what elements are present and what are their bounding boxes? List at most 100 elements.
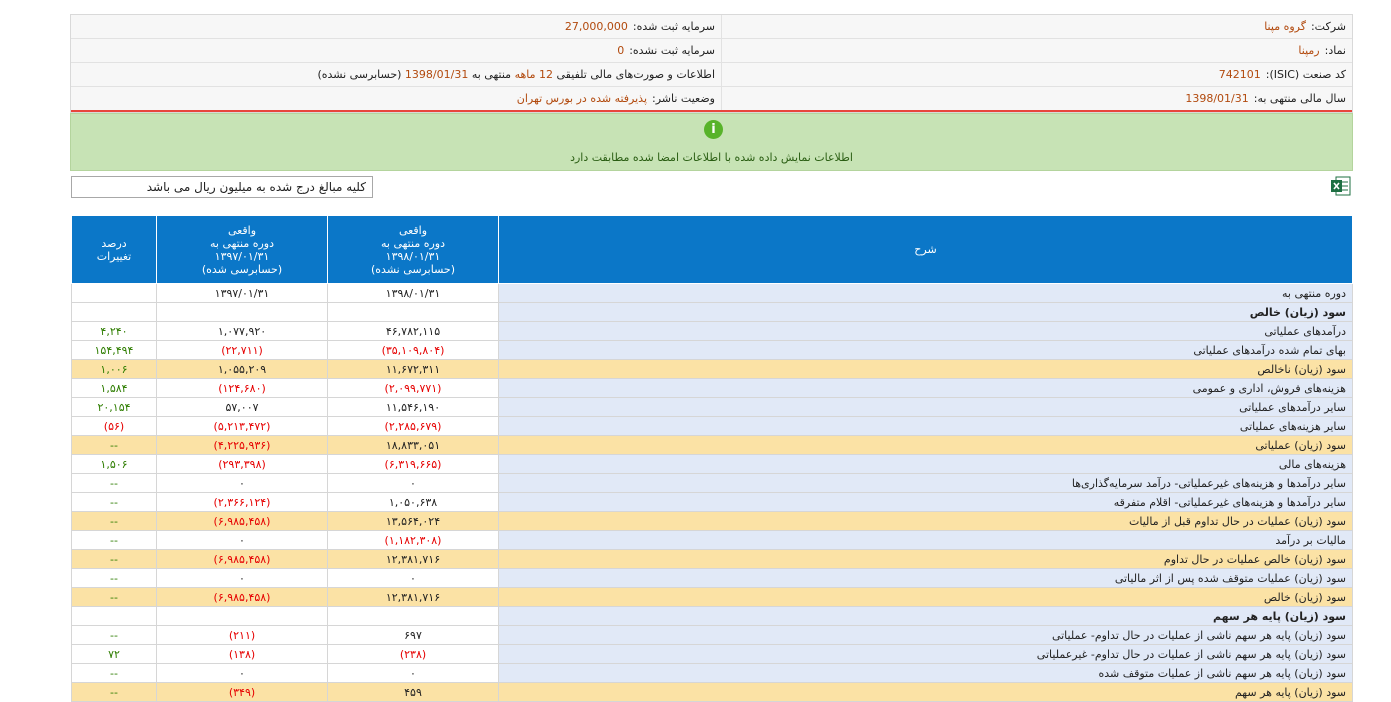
table-row: -- ۰ ۰ سود (زیان) پایه هر سهم ناشی از عملیا…: [71, 663, 1353, 683]
row-description: سود (زیان) پایه هر سهم ناشی از عملیات در…: [498, 644, 1353, 664]
report-audit-status: (حسابرسی نشده): [317, 68, 402, 81]
report-title-mid: منتهی به: [471, 68, 512, 81]
current-period-value: ۱۲,۳۸۱,۷۱۶: [327, 587, 499, 607]
info-row-isic: کد صنعت (ISIC): 742101 اطلاعات و صورت‌ها…: [71, 63, 1352, 87]
previous-period-value: (۵,۲۱۳,۴۷۲): [156, 416, 328, 436]
change-percent-cell: [71, 606, 157, 626]
current-period-value: ۱۱,۶۷۲,۳۱۱: [327, 359, 499, 379]
registered-capital-value: 27,000,000: [564, 20, 628, 33]
row-description: سود (زیان) پایه هر سهم: [498, 682, 1353, 702]
excel-export-icon[interactable]: [1331, 176, 1351, 196]
fiscal-year-label: سال مالی منتهی به:: [1253, 92, 1346, 105]
report-period: 12 ماهه: [514, 68, 554, 81]
previous-period-value: (۶,۹۸۵,۴۵۸): [156, 511, 328, 531]
row-description: سود (زیان) پایه هر سهم ناشی از عملیات در…: [498, 625, 1353, 645]
row-description: مالیات بر درآمد: [498, 530, 1353, 550]
previous-period-value: (۲۲,۷۱۱): [156, 340, 328, 360]
symbol-value: رمپنا: [1298, 44, 1320, 57]
unregistered-capital-label: سرمایه ثبت نشده:: [629, 44, 715, 57]
current-period-value: ۱۲,۳۸۱,۷۱۶: [327, 549, 499, 569]
current-period-value: (۲,۰۹۹,۷۷۱): [327, 378, 499, 398]
fiscal-year-value: 1398/01/31: [1185, 92, 1249, 105]
previous-period-value: ۱۳۹۷/۰۱/۳۱: [156, 283, 328, 303]
row-description: سود (زیان) پایه هر سهم: [498, 606, 1353, 626]
current-period-value: (۶,۳۱۹,۶۶۵): [327, 454, 499, 474]
change-percent-cell: ۷۲: [71, 644, 157, 664]
row-description: هزینه‌های مالی: [498, 454, 1353, 474]
row-description: سایر درآمدهای عملیاتی: [498, 397, 1353, 417]
table-row: -- ۰ ۰ سایر درآمدها و هزینه‌های غیرعملیاتی-…: [71, 473, 1353, 493]
change-percent-cell: --: [71, 625, 157, 645]
change-percent-cell: [71, 302, 157, 322]
previous-period-value: (۲۱۱): [156, 625, 328, 645]
table-row: -- (۲,۳۶۶,۱۲۴) ۱,۰۵۰,۶۳۸ سایر درآمدها و هزی…: [71, 492, 1353, 512]
table-row: ۱۵۴,۴۹۴ (۲۲,۷۱۱) (۳۵,۱۰۹,۸۰۴) بهای تمام شده…: [71, 340, 1353, 360]
previous-period-value: ۱,۰۷۷,۹۲۰: [156, 321, 328, 341]
change-percent-cell: --: [71, 492, 157, 512]
row-description: سایر درآمدها و هزینه‌های غیرعملیاتی- درآ…: [498, 473, 1353, 493]
row-description: سایر درآمدها و هزینه‌های غیرعملیاتی- اقل…: [498, 492, 1353, 512]
change-percent-cell: --: [71, 511, 157, 531]
previous-period-value: ۰: [156, 530, 328, 550]
change-percent-cell: --: [71, 530, 157, 550]
previous-period-value: (۱۳۸): [156, 644, 328, 664]
change-percent-cell: ۱,۵۰۶: [71, 454, 157, 474]
change-percent-cell: --: [71, 568, 157, 588]
report-title-pre: اطلاعات و صورت‌های مالی تلفیقی: [556, 68, 715, 81]
previous-period-value: ۵۷,۰۰۷: [156, 397, 328, 417]
row-description: سود (زیان) خالص: [498, 302, 1353, 322]
current-period-value: ۰: [327, 568, 499, 588]
previous-period-header: واقعی دوره منتهی به ۱۳۹۷/۰۱/۳۱ (حسابرسی …: [156, 215, 328, 284]
previous-period-value: (۳۴۹): [156, 682, 328, 702]
previous-period-value: (۶,۹۸۵,۴۵۸): [156, 587, 328, 607]
table-row: سود (زیان) خالص: [71, 302, 1353, 322]
table-row: -- ۰ ۰ سود (زیان) عملیات متوقف شده پس از اث…: [71, 568, 1353, 588]
registered-capital-label: سرمایه ثبت شده:: [632, 20, 715, 33]
current-period-value: ۴۵۹: [327, 682, 499, 702]
previous-period-value: [156, 302, 328, 322]
current-period-value: (۳۵,۱۰۹,۸۰۴): [327, 340, 499, 360]
table-row: -- (۲۱۱) ۶۹۷ سود (زیان) پایه هر سهم ناشی از…: [71, 625, 1353, 645]
table-row: ۷۲ (۱۳۸) (۲۳۸) سود (زیان) پایه هر سهم ناشی …: [71, 644, 1353, 664]
current-period-value: (۱,۱۸۲,۳۰۸): [327, 530, 499, 550]
table-row: سود (زیان) پایه هر سهم: [71, 606, 1353, 626]
isic-value: 742101: [1218, 68, 1261, 81]
change-percent-cell: --: [71, 682, 157, 702]
isic-cell: کد صنعت (ISIC): 742101: [721, 63, 1352, 86]
info-icon: i: [704, 120, 723, 139]
change-percent-cell: (۵۶): [71, 416, 157, 436]
change-percent-cell: --: [71, 663, 157, 683]
table-row: -- (۶,۹۸۵,۴۵۸) ۱۲,۳۸۱,۷۱۶ سود (زیان) خالص ع…: [71, 549, 1353, 569]
change-percent-cell: --: [71, 473, 157, 493]
row-description: سود (زیان) عملیاتی: [498, 435, 1353, 455]
current-period-value: ۱۳۹۸/۰۱/۳۱: [327, 283, 499, 303]
registered-capital-cell: سرمایه ثبت شده: 27,000,000: [71, 15, 721, 38]
table-body: ۱۳۹۷/۰۱/۳۱ ۱۳۹۸/۰۱/۳۱ دوره منتهی به سود (زی…: [71, 283, 1353, 702]
change-percent-cell: ۲۰,۱۵۴: [71, 397, 157, 417]
row-description: سود (زیان) پایه هر سهم ناشی از عملیات مت…: [498, 663, 1353, 683]
current-period-value: ۱۸,۸۳۳,۰۵۱: [327, 435, 499, 455]
current-period-value: ۱۱,۵۴۶,۱۹۰: [327, 397, 499, 417]
info-row-fiscal: سال مالی منتهی به: 1398/01/31 وضعیت ناشر…: [71, 87, 1352, 112]
table-row: -- (۶,۹۸۵,۴۵۸) ۱۳,۵۶۴,۰۲۴ سود (زیان) عملیات…: [71, 511, 1353, 531]
income-statement-table: درصد تغییرات واقعی دوره منتهی به ۱۳۹۷/۰۱…: [71, 215, 1353, 702]
table-row: ۱,۰۰۶ ۱,۰۵۵,۲۰۹ ۱۱,۶۷۲,۳۱۱ سود (زیان) ناخال…: [71, 359, 1353, 379]
verification-notice: i اطلاعات نمایش داده شده با اطلاعات امضا…: [70, 113, 1353, 171]
unregistered-capital-cell: سرمایه ثبت نشده: 0: [71, 39, 721, 62]
previous-period-value: ۰: [156, 473, 328, 493]
symbol-label: نماد:: [1324, 44, 1346, 57]
report-date: 1398/01/31: [404, 68, 469, 81]
previous-period-value: (۴,۲۲۵,۹۳۶): [156, 435, 328, 455]
previous-period-value: [156, 606, 328, 626]
current-period-value: ۴۶,۷۸۲,۱۱۵: [327, 321, 499, 341]
report-title-cell: اطلاعات و صورت‌های مالی تلفیقی 12 ماهه م…: [71, 63, 721, 86]
isic-label: کد صنعت (ISIC):: [1265, 68, 1346, 81]
change-percent-cell: ۱,۵۸۴: [71, 378, 157, 398]
current-period-value: (۲۳۸): [327, 644, 499, 664]
table-row: ۱,۵۰۶ (۲۹۳,۳۹۸) (۶,۳۱۹,۶۶۵) هزینه‌های مالی: [71, 454, 1353, 474]
unregistered-capital-value: 0: [617, 44, 625, 57]
change-percent-cell: --: [71, 435, 157, 455]
current-period-value: ۱,۰۵۰,۶۳۸: [327, 492, 499, 512]
change-percent-header: درصد تغییرات: [71, 215, 157, 284]
row-description: سود (زیان) عملیات متوقف شده پس از اثر ما…: [498, 568, 1353, 588]
